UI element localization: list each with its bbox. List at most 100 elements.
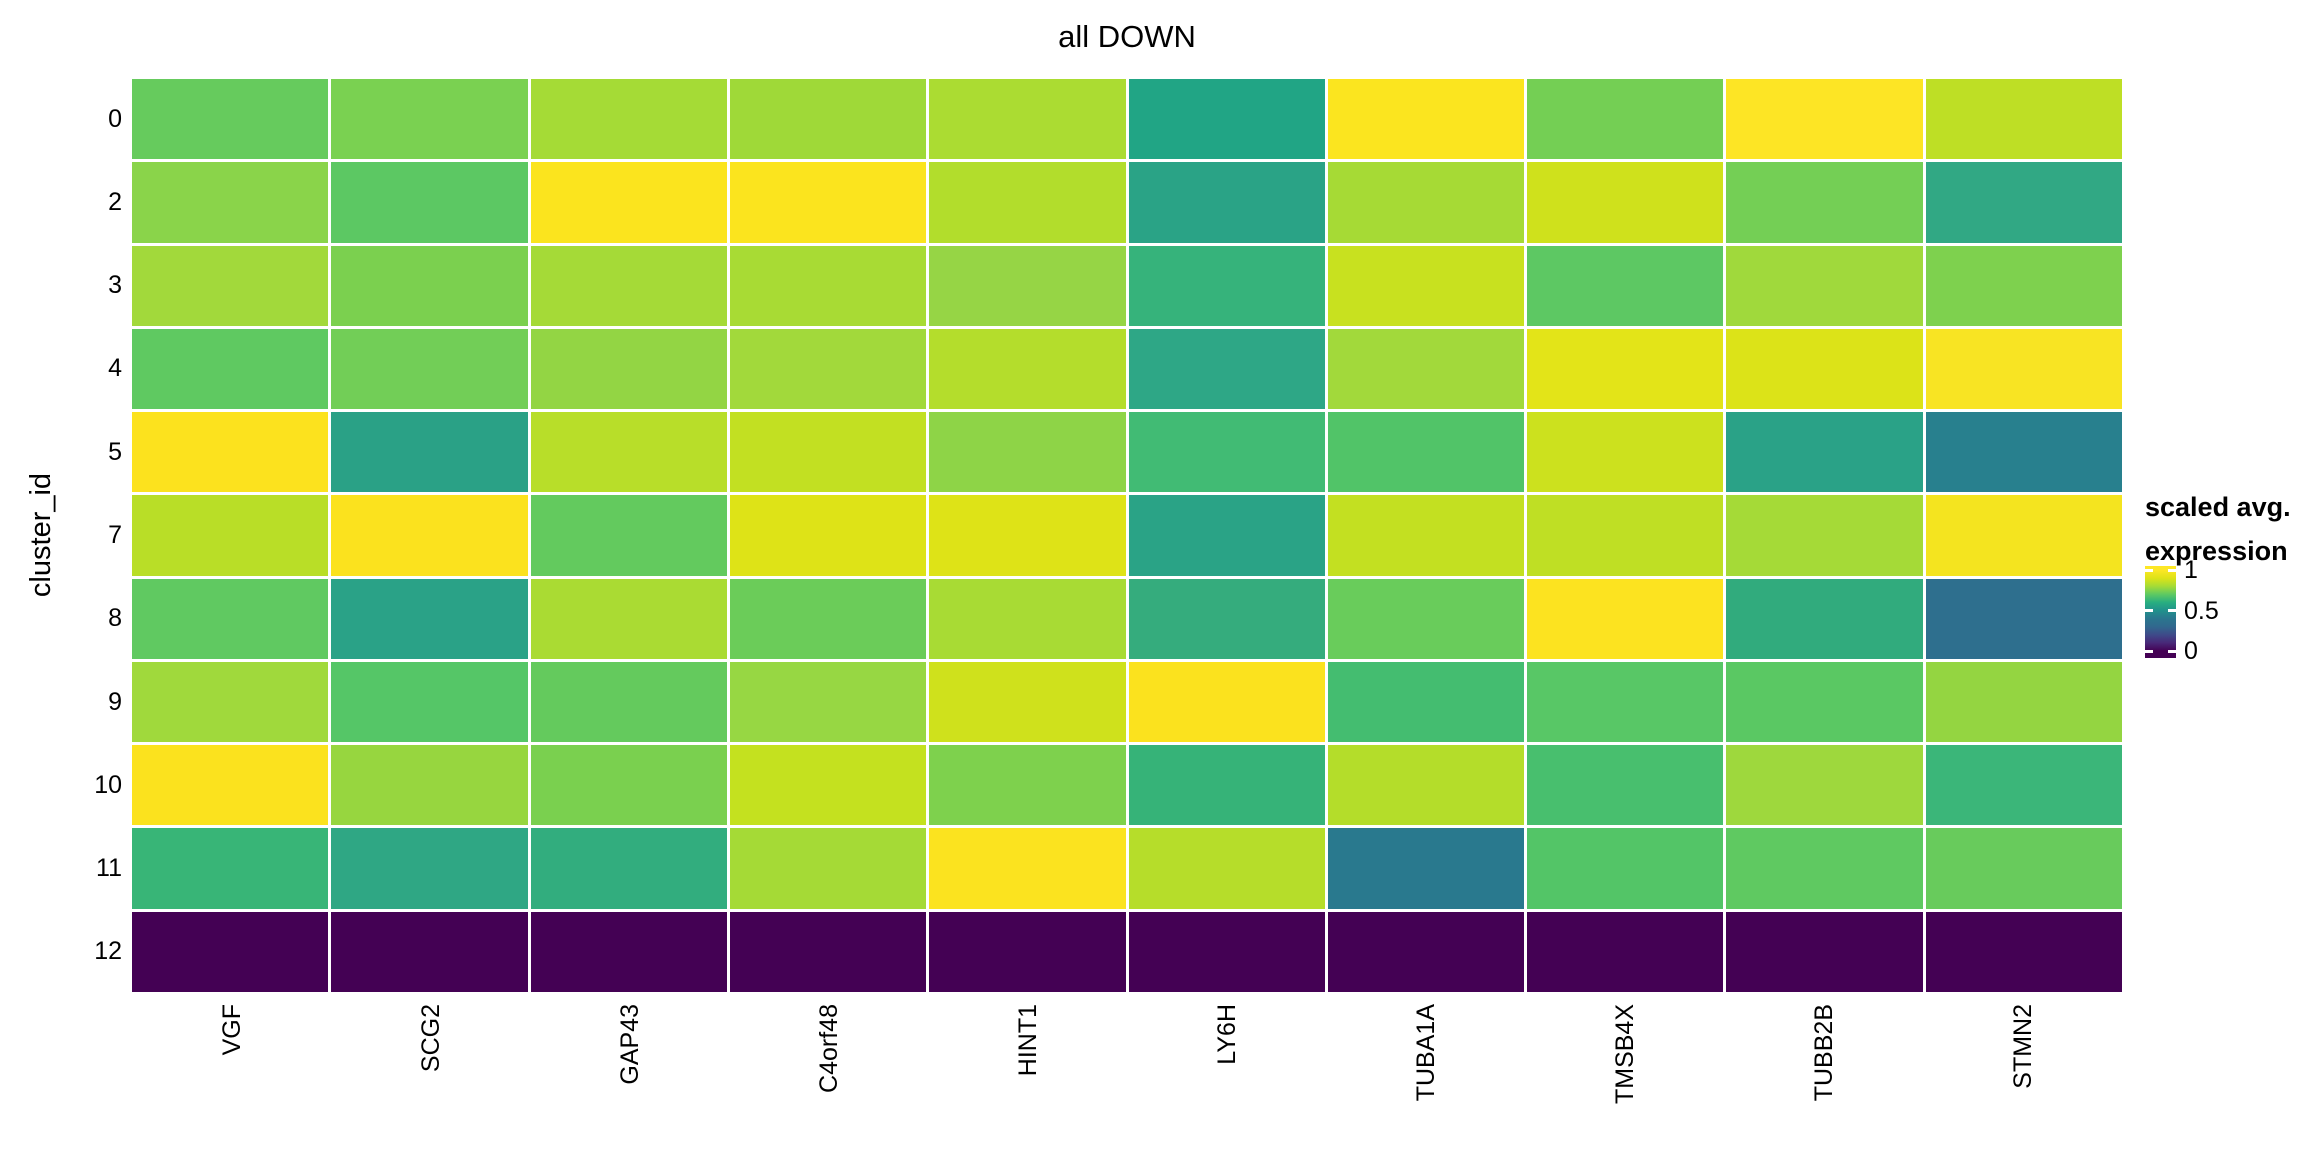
y-tick-label-5: 5 (108, 437, 122, 466)
heatmap-cell-10-GAP43 (530, 745, 727, 826)
heatmap-cell-10-TUBA1A (1327, 745, 1525, 826)
heatmap-cell-8-TUBB2B (1726, 578, 1923, 659)
heatmap-cell-7-SCG2 (331, 495, 528, 576)
heatmap-cell-8-TMSB4X (1527, 578, 1724, 659)
heatmap-cell-12-C4orf48 (729, 911, 927, 992)
heatmap-cell-12-TUBA1A (1327, 911, 1525, 992)
heatmap-cell-8-TUBA1A (1327, 578, 1525, 659)
heatmap-cell-5-TUBB2B (1726, 412, 1923, 493)
heatmap-grid (132, 79, 2122, 992)
x-tick-cell-TUBB2B: TUBB2B (1724, 1004, 1923, 1152)
heatmap-cell-2-SCG2 (331, 162, 528, 243)
heatmap-cell-0-SCG2 (331, 79, 528, 160)
heatmap-cell-4-TUBB2B (1726, 328, 1923, 410)
x-tick-label-GAP43: GAP43 (615, 1004, 644, 1085)
heatmap-cell-12-TUBB2B (1726, 911, 1923, 992)
heatmap-cell-2-TUBB2B (1726, 162, 1923, 243)
heatmap-cell-0-LY6H (1128, 79, 1325, 160)
legend-tick-mark (2168, 609, 2176, 612)
heatmap-cell-4-HINT1 (929, 328, 1126, 410)
legend-tick-label-1: 1 (2184, 556, 2198, 584)
x-tick-label-C4orf48: C4orf48 (814, 1004, 843, 1093)
heatmap-cell-10-C4orf48 (729, 745, 927, 826)
heatmap-cell-10-VGF (132, 745, 329, 826)
heatmap-cell-11-TUBA1A (1327, 828, 1525, 909)
x-tick-cell-GAP43: GAP43 (530, 1004, 729, 1152)
y-tick-label-2: 2 (108, 187, 122, 216)
heatmap-cell-0-C4orf48 (729, 79, 927, 160)
heatmap-cell-10-TMSB4X (1527, 745, 1724, 826)
heatmap-cell-2-GAP43 (530, 162, 727, 243)
heatmap-cell-7-TMSB4X (1527, 495, 1724, 576)
heatmap-cell-2-LY6H (1128, 162, 1325, 243)
heatmap-cell-8-STMN2 (1925, 578, 2122, 659)
heatmap-cell-7-LY6H (1128, 495, 1325, 576)
x-tick-label-TUBB2B: TUBB2B (1809, 1004, 1838, 1102)
x-tick-cell-TUBA1A: TUBA1A (1326, 1004, 1525, 1152)
x-tick-cell-VGF: VGF (132, 1004, 331, 1152)
heatmap-cell-3-TMSB4X (1527, 245, 1724, 326)
heatmap-cell-0-HINT1 (929, 79, 1126, 160)
heatmap-cell-3-SCG2 (331, 245, 528, 326)
y-tick-label-7: 7 (108, 520, 122, 549)
heatmap-cell-7-GAP43 (530, 495, 727, 576)
y-tick-label-8: 8 (108, 604, 122, 633)
heatmap-cell-8-C4orf48 (729, 578, 927, 659)
x-axis-ticks: VGF SCG2 GAP43 C4orf48 HINT1 LY6H TUBA1A TMSB4X… (132, 1004, 2122, 1152)
heatmap-cell-2-STMN2 (1925, 162, 2122, 243)
y-axis-ticks: 0 2 3 4 5 7 8 9 10 11 12 (0, 79, 122, 992)
heatmap-cell-2-C4orf48 (729, 162, 927, 243)
heatmap-cell-9-LY6H (1128, 661, 1325, 743)
heatmap-cell-11-TUBB2B (1726, 828, 1923, 909)
y-tick-label-12: 12 (94, 937, 122, 966)
heatmap-cell-12-GAP43 (530, 911, 727, 992)
x-tick-cell-C4orf48: C4orf48 (729, 1004, 928, 1152)
heatmap-cell-4-TUBA1A (1327, 328, 1525, 410)
heatmap-cell-12-HINT1 (929, 911, 1126, 992)
heatmap-cell-9-SCG2 (331, 661, 528, 743)
heatmap-cell-9-HINT1 (929, 661, 1126, 743)
heatmap-cell-11-STMN2 (1925, 828, 2122, 909)
heatmap-cell-5-HINT1 (929, 412, 1126, 493)
heatmap-cell-3-HINT1 (929, 245, 1126, 326)
x-tick-cell-TMSB4X: TMSB4X (1525, 1004, 1724, 1152)
heatmap-cell-12-TMSB4X (1527, 911, 1724, 992)
heatmap-cell-7-STMN2 (1925, 495, 2122, 576)
legend-tick-label-0.5: 0.5 (2184, 596, 2219, 625)
heatmap-cell-11-GAP43 (530, 828, 727, 909)
heatmap-cell-8-SCG2 (331, 578, 528, 659)
heatmap-cell-5-TMSB4X (1527, 412, 1724, 493)
heatmap-cell-3-TUBB2B (1726, 245, 1923, 326)
heatmap-cell-11-SCG2 (331, 828, 528, 909)
heatmap-cell-0-TUBB2B (1726, 79, 1923, 160)
x-tick-cell-STMN2: STMN2 (1923, 1004, 2122, 1152)
heatmap-cell-7-TUBB2B (1726, 495, 1923, 576)
y-tick-label-3: 3 (108, 271, 122, 300)
legend-tick-mark (2168, 649, 2176, 653)
heatmap-cell-7-C4orf48 (729, 495, 927, 576)
heatmap-cell-5-C4orf48 (729, 412, 927, 493)
heatmap-cell-0-GAP43 (530, 79, 727, 160)
x-tick-label-HINT1: HINT1 (1013, 1004, 1042, 1077)
heatmap-cell-12-LY6H (1128, 911, 1325, 992)
heatmap-cell-11-LY6H (1128, 828, 1325, 909)
y-tick-label-11: 11 (96, 854, 122, 883)
legend-colorbar (2145, 566, 2176, 658)
y-tick-label-9: 9 (108, 687, 122, 716)
heatmap-cell-3-LY6H (1128, 245, 1325, 326)
x-tick-cell-HINT1: HINT1 (928, 1004, 1127, 1152)
heatmap-cell-3-GAP43 (530, 245, 727, 326)
heatmap-cell-9-GAP43 (530, 661, 727, 743)
heatmap-cell-4-VGF (132, 328, 329, 410)
heatmap-cell-9-TMSB4X (1527, 661, 1724, 743)
heatmap-cell-0-VGF (132, 79, 329, 160)
x-tick-label-SCG2: SCG2 (416, 1004, 445, 1073)
heatmap-cell-0-STMN2 (1925, 79, 2122, 160)
heatmap-cell-3-TUBA1A (1327, 245, 1525, 326)
heatmap-cell-4-LY6H (1128, 328, 1325, 410)
heatmap-cell-12-SCG2 (331, 911, 528, 992)
x-tick-label-VGF: VGF (217, 1004, 246, 1056)
heatmap-cell-11-VGF (132, 828, 329, 909)
heatmap-cell-10-TUBB2B (1726, 745, 1923, 826)
